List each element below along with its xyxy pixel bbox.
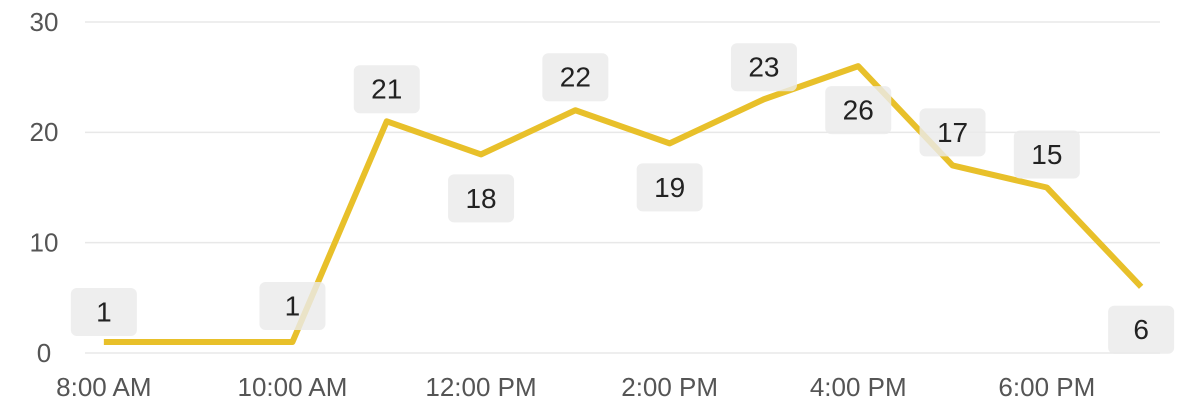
data-label-box [825,86,892,135]
data-label: 22 [560,62,591,93]
x-tick-label: 4:00 PM [810,372,907,402]
y-tick-label: 0 [37,338,51,368]
data-label: 15 [1031,139,1062,170]
x-tick-label: 12:00 PM [425,372,536,402]
data-label: 1 [285,290,301,321]
x-tick-label: 8:00 AM [56,372,151,402]
data-label-box [1108,305,1175,354]
y-tick-label: 20 [30,117,59,147]
data-label-box [542,53,609,102]
data-label: 17 [937,117,968,148]
x-tick-label: 6:00 PM [998,372,1095,402]
data-label: 1 [96,296,112,327]
data-label-box [730,43,797,92]
data-label: 26 [843,95,874,126]
data-label-box [636,163,703,212]
data-label-box [353,65,420,114]
data-label: 21 [371,74,402,105]
x-tick-label: 2:00 PM [621,372,718,402]
line-series [103,63,1144,345]
data-label-box [259,281,326,330]
data-label-box [70,287,137,336]
y-tick-label: 10 [30,228,59,258]
data-label-box [919,108,986,157]
x-tick-label: 10:00 AM [238,372,348,402]
data-label: 6 [1133,314,1149,345]
data-label-box [1013,130,1080,179]
y-tick-label: 30 [30,7,59,37]
data-label: 18 [465,183,496,214]
data-label: 19 [654,172,685,203]
data-label: 23 [748,52,779,83]
data-label-box [448,174,515,223]
